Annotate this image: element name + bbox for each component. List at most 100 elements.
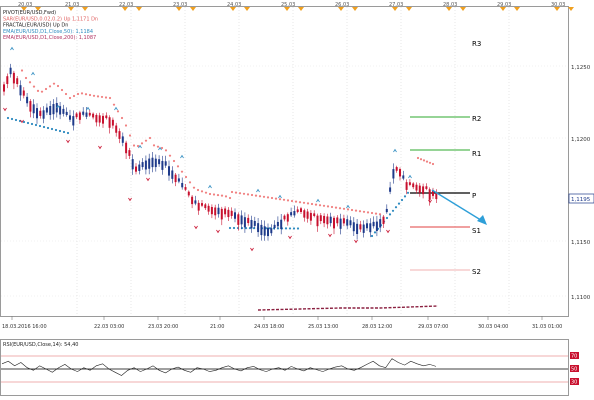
candle-body — [174, 174, 177, 183]
candle-body — [168, 166, 170, 176]
candle-body — [22, 90, 25, 96]
sar-dot — [60, 88, 64, 92]
candle-body — [250, 219, 253, 229]
candle-body — [19, 85, 22, 96]
candle-body — [131, 159, 134, 170]
candle-body — [102, 115, 104, 124]
candle-body — [92, 113, 95, 118]
candle-body — [171, 170, 174, 179]
candle-body — [95, 114, 98, 123]
date-marker-icon — [338, 7, 344, 11]
candle-body — [267, 227, 269, 237]
current-price-tag — [568, 193, 594, 204]
fractal-up-icon — [256, 188, 260, 193]
candle-body — [29, 101, 32, 112]
forecast-arrow — [431, 189, 487, 225]
sar-dot — [184, 175, 188, 179]
candle-body — [366, 223, 368, 229]
candle-body — [108, 117, 111, 128]
fractal-up-icon — [408, 174, 412, 179]
candle-body — [303, 210, 306, 218]
sar-dot — [128, 134, 132, 137]
rsi-label: RSI(EUR/USD,Close,14): 54,40 — [3, 342, 78, 348]
time-label: 31.03 01:00 — [532, 324, 562, 330]
sar-dot — [358, 210, 362, 213]
candle-body — [201, 203, 203, 206]
candle-body — [141, 162, 144, 168]
fractal-up-icon — [56, 104, 60, 109]
sar-dot — [286, 199, 290, 202]
date-marker-icon — [122, 7, 128, 11]
candle-body — [224, 208, 227, 215]
sar-dot — [100, 95, 104, 99]
fractal-down-icon — [354, 239, 358, 244]
candle-body — [62, 108, 65, 114]
date-marker-icon — [230, 7, 236, 11]
time-label: 28.03 12:00 — [362, 324, 392, 330]
candle-body — [329, 216, 332, 224]
sar-dot — [84, 93, 88, 96]
candle-body — [194, 200, 197, 204]
candle-body — [45, 107, 48, 113]
date-marker-icon — [500, 7, 506, 11]
rsi-tag-70 — [570, 352, 579, 359]
candle-body — [382, 216, 385, 225]
sar-dot — [172, 159, 176, 163]
fractal-down-icon — [194, 225, 198, 230]
candle-body — [283, 215, 286, 220]
candle-body — [59, 106, 62, 115]
candle-body — [148, 158, 151, 169]
sar-dot — [44, 87, 48, 91]
fractal-down-icon — [146, 177, 150, 182]
candle-body — [230, 210, 233, 216]
sar-dot — [246, 193, 250, 196]
top-date-label: 22.03 — [119, 2, 133, 8]
sar-dot — [258, 195, 262, 198]
date-marker-icon — [460, 7, 466, 11]
candle-body — [316, 215, 319, 227]
s2-label: S2 — [472, 268, 481, 276]
candle-body — [191, 196, 194, 205]
candle-body — [85, 112, 88, 117]
sar-dot — [212, 193, 216, 196]
candle-body — [125, 142, 128, 154]
candle-body — [135, 166, 137, 172]
candle-body — [115, 125, 118, 133]
sar-dot — [64, 92, 68, 96]
sar-dot — [298, 201, 302, 204]
sar-dot — [274, 197, 278, 200]
candle-body — [207, 205, 210, 212]
sar-dot — [422, 159, 426, 162]
sar-dot — [40, 90, 44, 93]
candle-body — [306, 211, 309, 219]
candle-body — [220, 208, 223, 220]
ema50-dot — [391, 209, 395, 212]
date-marker-icon — [35, 7, 41, 11]
rsi-panel: RSI(EUR/USD,Close,14): 54,40 70 50 30 — [1, 342, 579, 386]
sar-dot — [80, 92, 84, 95]
candle-body — [425, 186, 428, 189]
sar-dot — [120, 116, 124, 120]
sar-dot — [378, 213, 382, 216]
sar-dot — [238, 192, 242, 195]
ema50-dot — [58, 129, 62, 133]
fractal-up-icon — [158, 146, 162, 151]
candle-body — [313, 213, 316, 217]
ema50-dot — [406, 191, 410, 194]
candle-body — [42, 110, 45, 119]
sar-dot — [318, 204, 322, 207]
ema50-dot — [46, 126, 50, 130]
candle-body — [290, 212, 293, 216]
sar-dot — [350, 208, 354, 212]
rsi-tag-50 — [570, 365, 579, 372]
candle-body — [227, 209, 230, 218]
sar-dot — [322, 204, 326, 207]
price-axis: 1,1250 1,1200 1,1150 1,1100 — [571, 65, 591, 301]
candle-body — [98, 115, 101, 123]
candle-body — [293, 211, 296, 216]
candle-body — [323, 215, 326, 224]
date-marker-icon — [176, 7, 182, 11]
sar-dot — [374, 212, 378, 215]
ema50-dot — [394, 206, 398, 209]
